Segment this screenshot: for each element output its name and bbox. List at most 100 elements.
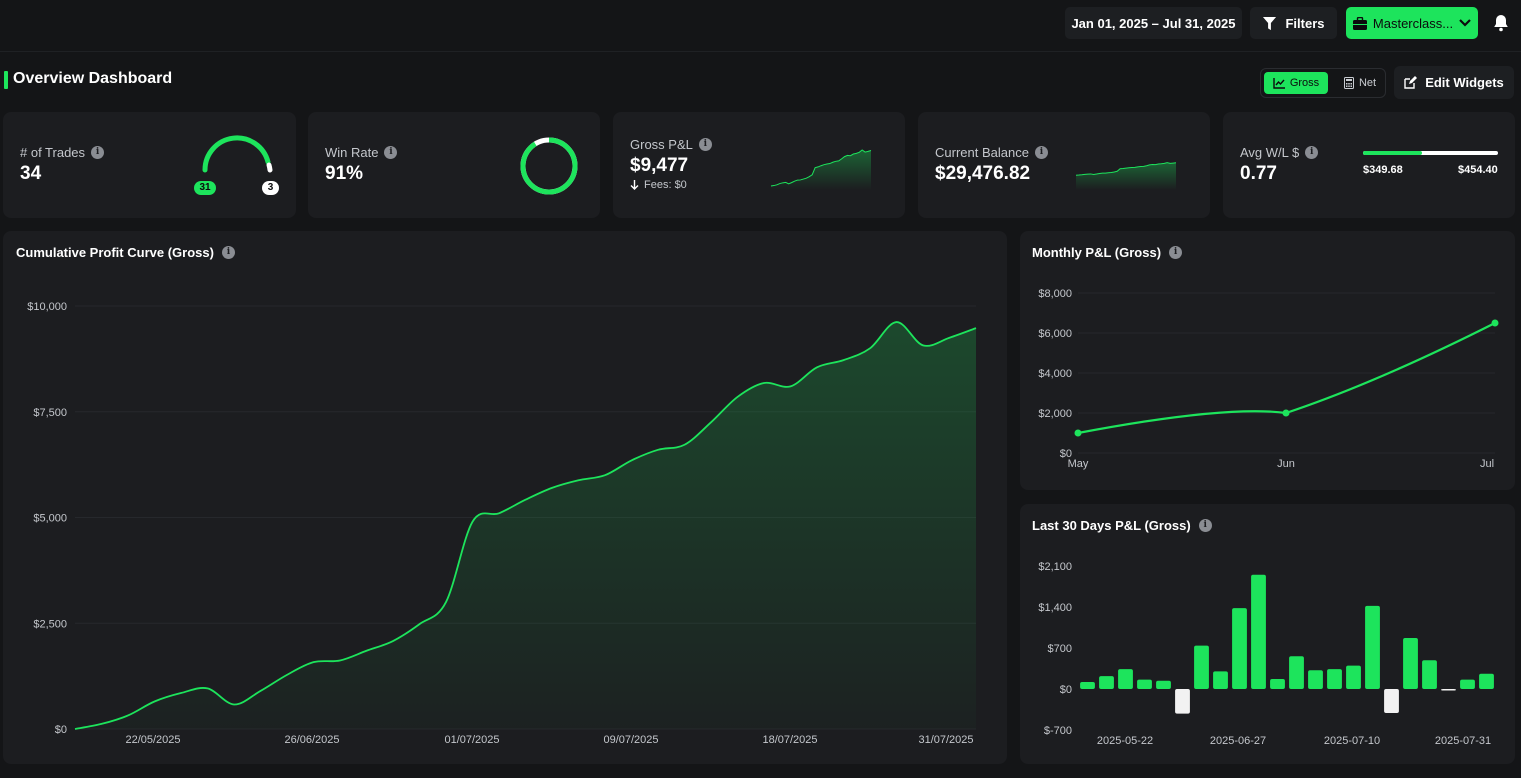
avg-wl-label: Avg W/L $ — [1240, 145, 1300, 160]
bar — [1327, 669, 1342, 689]
monthly-point — [1491, 319, 1499, 327]
gross-pnl-value: $9,477 — [630, 155, 689, 176]
info-icon[interactable]: i — [91, 146, 105, 159]
arrow-down-icon — [630, 180, 639, 190]
filters-label: Filters — [1285, 15, 1325, 31]
x-tick-label: 2025-07-31 — [1435, 735, 1491, 747]
info-icon[interactable]: i — [221, 246, 235, 259]
net-toggle-label: Net — [1358, 77, 1377, 89]
x-tick-label: 31/07/2025 — [918, 734, 973, 746]
win-rate-label-row: Win Rate i — [325, 145, 398, 160]
last30-title: Last 30 Days P&L (Gross) — [1032, 518, 1191, 533]
avg-win-fill — [1363, 151, 1422, 155]
chevron-down-icon — [1459, 19, 1471, 27]
bar — [1175, 689, 1190, 714]
avg-wl-value: 0.77 — [1240, 163, 1277, 184]
net-toggle-button[interactable]: Net — [1337, 72, 1383, 94]
page-title: Overview Dashboard — [13, 70, 173, 87]
wins-badge: 31 — [194, 181, 216, 195]
x-tick-label: Jun — [1277, 458, 1295, 470]
bar — [1346, 665, 1361, 689]
win-rate-value: 91% — [325, 163, 364, 184]
calculator-icon — [1343, 77, 1354, 89]
bar — [1479, 673, 1494, 689]
account-select[interactable]: Masterclass... — [1346, 7, 1478, 39]
cumulative-profit-chart: $0 $2,500 $5,000 $7,500 $10,000 22/05/2025 26/… — [27, 301, 977, 746]
gross-toggle-label: Gross — [1289, 77, 1320, 89]
bell-icon[interactable] — [1491, 13, 1511, 33]
bar — [1365, 605, 1380, 689]
last30-pnl-card: Last 30 Days P&L (Gross) i $-700 $0 $700 $1… — [1020, 504, 1515, 764]
gross-net-toggle: Gross Net — [1260, 68, 1386, 98]
win-rate-win-arc — [520, 137, 578, 195]
y-tick-label: $-700 — [1044, 725, 1072, 737]
bar — [1080, 681, 1095, 689]
info-icon[interactable]: i — [698, 138, 712, 151]
bar — [1099, 676, 1114, 689]
y-tick-label: $2,000 — [1038, 408, 1072, 420]
date-range-button[interactable]: Jan 01, 2025 – Jul 31, 2025 — [1065, 7, 1242, 39]
bar — [1422, 660, 1437, 689]
profit-area — [75, 322, 976, 729]
monthly-line — [1077, 322, 1496, 435]
trades-card: # of Trades i 34 31 3 — [3, 112, 296, 218]
y-tick-label: $5,000 — [33, 513, 67, 525]
monthly-point — [1074, 429, 1082, 437]
balance-label-row: Current Balance i — [935, 145, 1048, 160]
date-range-label: Jan 01, 2025 – Jul 31, 2025 — [1071, 15, 1236, 31]
top-bar: Jan 01, 2025 – Jul 31, 2025 Filters Mast… — [0, 0, 1521, 52]
cumulative-title: Cumulative Profit Curve (Gross) — [16, 245, 214, 260]
avg-loss-value: $454.40 — [1458, 164, 1498, 176]
y-tick-label: $4,000 — [1038, 368, 1072, 380]
gross-pnl-sparkline — [770, 149, 872, 190]
sparkline-line — [1075, 162, 1177, 176]
sparkline-area — [771, 150, 871, 190]
bar — [1441, 689, 1456, 691]
bar — [1118, 669, 1133, 689]
info-icon[interactable]: i — [1169, 246, 1183, 259]
balance-label: Current Balance — [935, 145, 1029, 160]
y-tick-label: $0 — [1060, 448, 1072, 460]
x-tick-label: 09/07/2025 — [603, 734, 658, 746]
info-icon[interactable]: i — [1034, 146, 1048, 159]
monthly-pnl-card: Monthly P&L (Gross) i $0 $2,000 $4,000 $6,0… — [1020, 231, 1515, 490]
bar — [1232, 608, 1247, 689]
x-tick-label: 2025-07-10 — [1324, 735, 1380, 747]
fees-row: Fees: $0 — [630, 179, 687, 191]
bar — [1137, 679, 1152, 689]
account-label: Masterclass... — [1372, 15, 1454, 31]
filters-button[interactable]: Filters — [1250, 7, 1337, 39]
monthly-pnl-chart: $0 $2,000 $4,000 $6,000 $8,000 May Jun Jul — [1038, 288, 1499, 470]
monthly-title: Monthly P&L (Gross) — [1032, 245, 1162, 260]
bar — [1156, 680, 1171, 689]
win-rate-card: Win Rate i 91% — [308, 112, 600, 218]
win-rate-ring — [520, 137, 578, 195]
cumulative-title-row: Cumulative Profit Curve (Gross) i — [16, 245, 235, 260]
bar — [1308, 670, 1323, 689]
x-tick-label: Jul — [1480, 458, 1494, 470]
info-icon[interactable]: i — [1305, 146, 1319, 159]
x-tick-label: 2025-05-22 — [1097, 735, 1153, 747]
bar — [1384, 689, 1399, 714]
losses-badge: 3 — [262, 181, 279, 195]
fees-label: Fees: $0 — [644, 179, 687, 191]
balance-card: Current Balance i $29,476.82 — [918, 112, 1210, 218]
edit-icon — [1404, 76, 1418, 89]
y-tick-label: $10,000 — [27, 301, 67, 313]
y-tick-label: $1,400 — [1038, 602, 1072, 614]
info-icon[interactable]: i — [384, 146, 398, 159]
info-icon[interactable]: i — [1198, 519, 1212, 532]
x-tick-label: 18/07/2025 — [762, 734, 817, 746]
x-tick-label: 26/06/2025 — [284, 734, 339, 746]
y-tick-label: $2,100 — [1038, 561, 1072, 573]
sparkline-line — [770, 149, 872, 187]
edit-widgets-button[interactable]: Edit Widgets — [1394, 66, 1514, 99]
profit-line — [74, 321, 977, 730]
x-tick-label: 22/05/2025 — [125, 734, 180, 746]
y-tick-label: $8,000 — [1038, 288, 1072, 300]
avg-win-value: $349.68 — [1363, 164, 1403, 176]
edit-widgets-label: Edit Widgets — [1425, 75, 1504, 90]
sparkline-area — [1076, 162, 1176, 190]
gross-toggle-button[interactable]: Gross — [1264, 72, 1328, 94]
bar — [1270, 679, 1285, 689]
